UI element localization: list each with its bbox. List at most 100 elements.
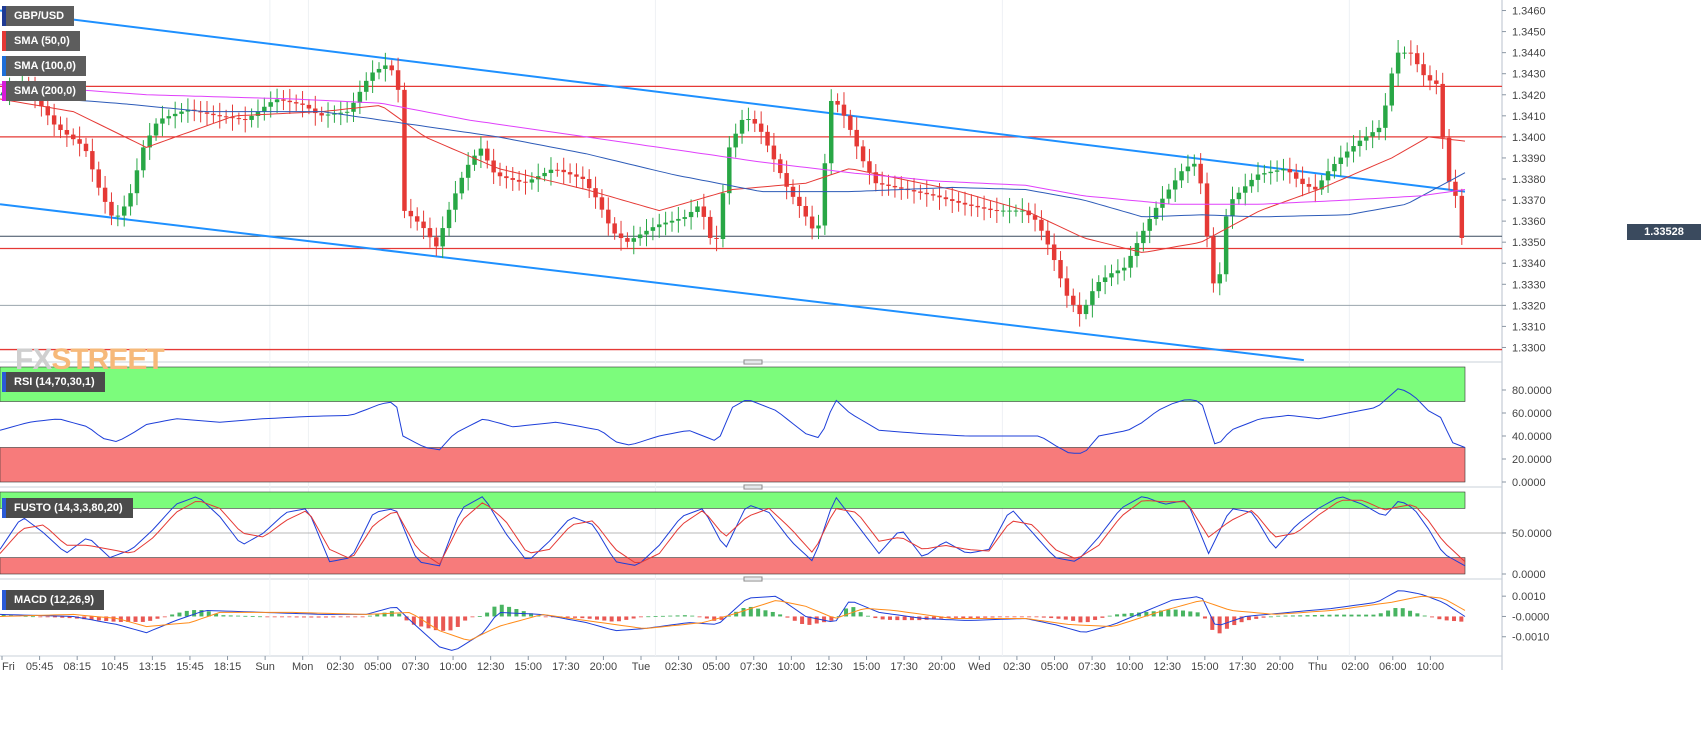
candle-body <box>1383 105 1388 128</box>
macd-histogram-bar <box>594 616 599 620</box>
candle-body <box>1300 178 1305 185</box>
time-tick-label: 07:30 <box>402 661 430 673</box>
legend-gbpusd[interactable]: GBP/USD <box>2 6 75 26</box>
candle-body <box>1166 189 1172 199</box>
macd-histogram-bar <box>1276 615 1281 617</box>
fusto-panel-title[interactable]: FUSTO (14,3,3,80,20) <box>2 498 133 518</box>
time-tick-label: 10:00 <box>778 661 806 673</box>
macd-histogram-bar <box>770 611 775 617</box>
candle-body <box>1332 163 1337 172</box>
candle-body <box>994 210 1000 212</box>
time-tick-label: 02:00 <box>1341 661 1369 673</box>
candle-body <box>663 222 668 225</box>
time-tick-label: 15:00 <box>1191 661 1219 673</box>
rsi-panel-title[interactable]: RSI (14,70,30,1) <box>2 372 105 392</box>
macd-histogram-bar <box>250 616 255 617</box>
candle-body <box>797 196 802 207</box>
time-tick-label: 20:00 <box>1266 661 1294 673</box>
legend-sma200[interactable]: SMA (200,0) <box>2 81 86 101</box>
macd-histogram-bar <box>807 616 812 625</box>
macd-histogram-bar <box>1195 612 1200 617</box>
candle-body <box>300 103 305 105</box>
macd-histogram-bar <box>726 615 731 617</box>
macd-histogram-bar <box>624 616 629 620</box>
candle-body <box>828 100 834 164</box>
macd-histogram-bar <box>184 610 189 617</box>
macd-histogram-bar <box>323 616 328 618</box>
candle-body <box>1223 216 1229 275</box>
macd-histogram-bar <box>587 616 592 619</box>
macd-histogram-bar <box>778 614 783 617</box>
candle-body <box>77 139 82 144</box>
candle-body <box>1414 53 1420 65</box>
candle-body <box>211 113 216 116</box>
candle-body <box>51 115 57 125</box>
candle-body <box>707 216 713 238</box>
candle-body <box>230 117 235 119</box>
sma-line-2 <box>0 94 1466 218</box>
price-tick-label: 1.3350 <box>1512 237 1546 249</box>
macd-histogram-bar <box>23 615 28 617</box>
legend-sma100[interactable]: SMA (100,0) <box>2 56 86 76</box>
candle-body <box>1211 236 1216 284</box>
candle-body <box>338 112 344 114</box>
price-tick-label: 1.3460 <box>1512 6 1546 18</box>
stoch-overbought-band <box>0 491 1466 509</box>
macd-histogram-bar <box>1019 616 1024 618</box>
time-tick-label: 02:30 <box>665 661 693 673</box>
candle-body <box>1325 171 1331 181</box>
time-tick-label: 02:30 <box>1003 661 1031 673</box>
macd-histogram-bar <box>294 616 299 618</box>
candle-body <box>325 114 331 116</box>
time-tick-label: Tue <box>632 661 651 673</box>
macd-histogram-bar <box>162 616 167 618</box>
macd-histogram-bar <box>433 616 438 631</box>
macd-histogram-bar <box>382 612 387 617</box>
candle-body <box>255 111 261 116</box>
macd-histogram-bar <box>946 616 951 618</box>
level-layer <box>0 9 1502 362</box>
rsi-overbought-band <box>0 366 1466 402</box>
macd-histogram-bar <box>573 616 578 618</box>
legend-sma50[interactable]: SMA (50,0) <box>2 31 80 51</box>
macd-histogram-bar <box>844 608 849 617</box>
macd-histogram-bar <box>345 616 350 618</box>
candle-body <box>1440 83 1445 138</box>
candle-body <box>153 123 159 136</box>
candle-body <box>529 179 535 183</box>
candle-body <box>45 106 51 116</box>
stoch-oversold-band <box>0 557 1466 575</box>
macd-histogram-bar <box>1305 615 1310 617</box>
candle-body <box>631 238 637 242</box>
candle-body <box>121 206 127 216</box>
candle-body <box>1249 179 1254 187</box>
macd-histogram-bar <box>1422 615 1427 617</box>
candle-body <box>217 115 222 117</box>
candle-body <box>1064 278 1070 296</box>
candle-body <box>510 178 515 180</box>
candle-body <box>485 148 490 161</box>
macd-histogram-bar <box>631 616 636 619</box>
macd-panel-title[interactable]: MACD (12,26,9) <box>2 590 105 610</box>
fxstreet-watermark: FXSTREET <box>15 343 165 376</box>
time-tick-label: 05:45 <box>26 661 54 673</box>
macd-histogram-bar <box>704 616 709 619</box>
macd-histogram-bar <box>301 616 306 618</box>
candle-body <box>1446 137 1452 182</box>
candle-body <box>64 130 70 135</box>
candle-body <box>1147 218 1152 231</box>
macd-histogram-bar <box>756 608 761 617</box>
candle-body <box>1351 146 1356 152</box>
macd-histogram-bar <box>961 616 966 619</box>
candle-body <box>1268 171 1273 174</box>
macd-histogram-bar <box>243 615 248 617</box>
macd-histogram-bar <box>192 610 197 617</box>
macd-histogram-bar <box>646 616 651 618</box>
macd-histogram-bar <box>682 615 687 617</box>
candle-body <box>733 133 738 148</box>
candle-body <box>306 104 312 109</box>
macd-histogram-bar <box>96 616 101 621</box>
candle-body <box>1262 173 1267 175</box>
